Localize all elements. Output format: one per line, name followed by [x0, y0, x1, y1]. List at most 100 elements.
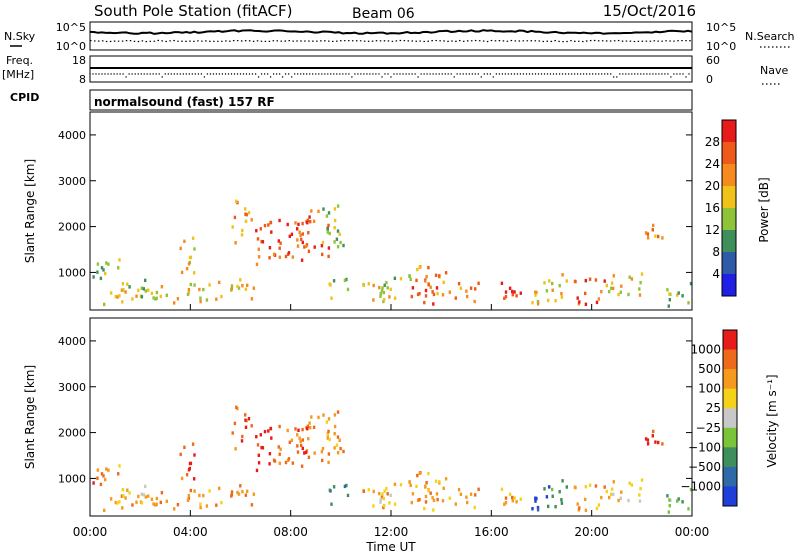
power-cell [99, 276, 103, 281]
power-cell [247, 211, 251, 215]
power-cell [393, 276, 397, 280]
velocity-cell [646, 438, 650, 442]
power-cell [327, 254, 330, 259]
nave-dot [447, 73, 449, 75]
velocity-cell [423, 506, 426, 511]
power-cell [304, 244, 308, 248]
velocity-colorbar: 1000 500 100 25 −25 −100 −500 −1000 [680, 329, 738, 507]
power-colorbar: 28 24 20 16 12 8 4 [705, 119, 737, 297]
velocity-cell [379, 500, 382, 504]
velocity-cell [427, 471, 430, 476]
nave-dot [501, 73, 504, 75]
power-cell [328, 231, 331, 236]
velocity-cell [137, 494, 140, 499]
power-cell [338, 232, 341, 236]
power-cell [313, 245, 316, 249]
velocity-cell [474, 493, 477, 497]
xtick-label: 04:00 [173, 525, 208, 539]
power-cell [383, 283, 386, 287]
velocity-cell [252, 492, 255, 496]
nave-dot [119, 73, 121, 75]
power-cell [244, 287, 248, 291]
power-cell [424, 294, 428, 298]
power-cell [333, 226, 336, 230]
velocity-cell [250, 424, 253, 428]
velocity-cell [339, 446, 342, 451]
nave-dot [426, 73, 428, 75]
power-cell [199, 299, 202, 304]
power-cell [193, 283, 196, 287]
power-cell [327, 211, 331, 215]
power-cell [121, 282, 125, 286]
nave-dot [294, 73, 296, 75]
power-cell [244, 219, 248, 223]
ytick-label: 1000 [58, 266, 86, 279]
nave-dot [564, 73, 567, 75]
power-cell [268, 256, 271, 260]
power-cell [379, 294, 382, 298]
power-cell [189, 255, 193, 260]
power-cell [257, 255, 261, 259]
velocity-cell [124, 496, 127, 500]
velocity-cell [165, 499, 168, 503]
nave-dot [546, 73, 549, 75]
power-cell [193, 247, 196, 251]
nave-dot [513, 73, 516, 75]
nave-dot [339, 73, 341, 75]
ytick-label: 4000 [58, 129, 86, 142]
power-cell [612, 274, 615, 278]
velocity-cell [140, 501, 144, 505]
nave-dot [679, 73, 681, 75]
velocity-cell [333, 446, 336, 450]
power-cell [515, 294, 518, 298]
power-cell [584, 279, 587, 283]
power-cell [619, 290, 622, 294]
power-cell [511, 293, 514, 297]
nave-dot [459, 73, 461, 75]
power-cell [345, 277, 348, 282]
power-cell [198, 287, 201, 292]
power-cell [335, 237, 339, 241]
nave-dot [390, 76, 392, 78]
nave-dot [113, 73, 115, 75]
power-cell [326, 230, 329, 234]
velocity-cell [116, 501, 119, 505]
velocity-cell [199, 505, 202, 510]
velocity-cell [327, 417, 331, 421]
velocity-cell [676, 499, 679, 503]
power-cell [534, 293, 537, 297]
nave-dot [646, 73, 648, 75]
power-cell [640, 272, 644, 276]
power-cell [317, 209, 320, 214]
nave-dot [327, 73, 329, 75]
colorbar-tick-label: 25 [706, 401, 721, 415]
power-cell [469, 286, 473, 290]
power-cell [301, 221, 304, 226]
velocity-cell [310, 415, 313, 419]
power-ylabel: Slant Range [km] [23, 159, 37, 263]
power-cell [250, 218, 253, 222]
velocity-cell [551, 494, 554, 498]
nave-dot [537, 73, 540, 75]
nave-dot [369, 73, 371, 75]
velocity-cell [511, 499, 514, 503]
power-cell [531, 301, 534, 305]
power-cell [382, 299, 385, 304]
power-cell [261, 240, 265, 244]
velocity-cell [104, 477, 107, 482]
nave-dot [435, 73, 437, 75]
velocity-cell [218, 486, 221, 491]
power-cell [466, 294, 469, 299]
velocity-cell [96, 476, 99, 480]
nave-dot [363, 73, 365, 75]
power-cell [474, 287, 477, 291]
velocity-cell [183, 445, 186, 449]
nave-dot [378, 73, 380, 75]
velocity-cell [667, 510, 670, 514]
velocity-cell [408, 480, 411, 484]
power-cell [278, 218, 281, 223]
velocity-panel-bg [90, 318, 692, 516]
velocity-cell [288, 440, 291, 444]
nave-dot [384, 73, 386, 75]
